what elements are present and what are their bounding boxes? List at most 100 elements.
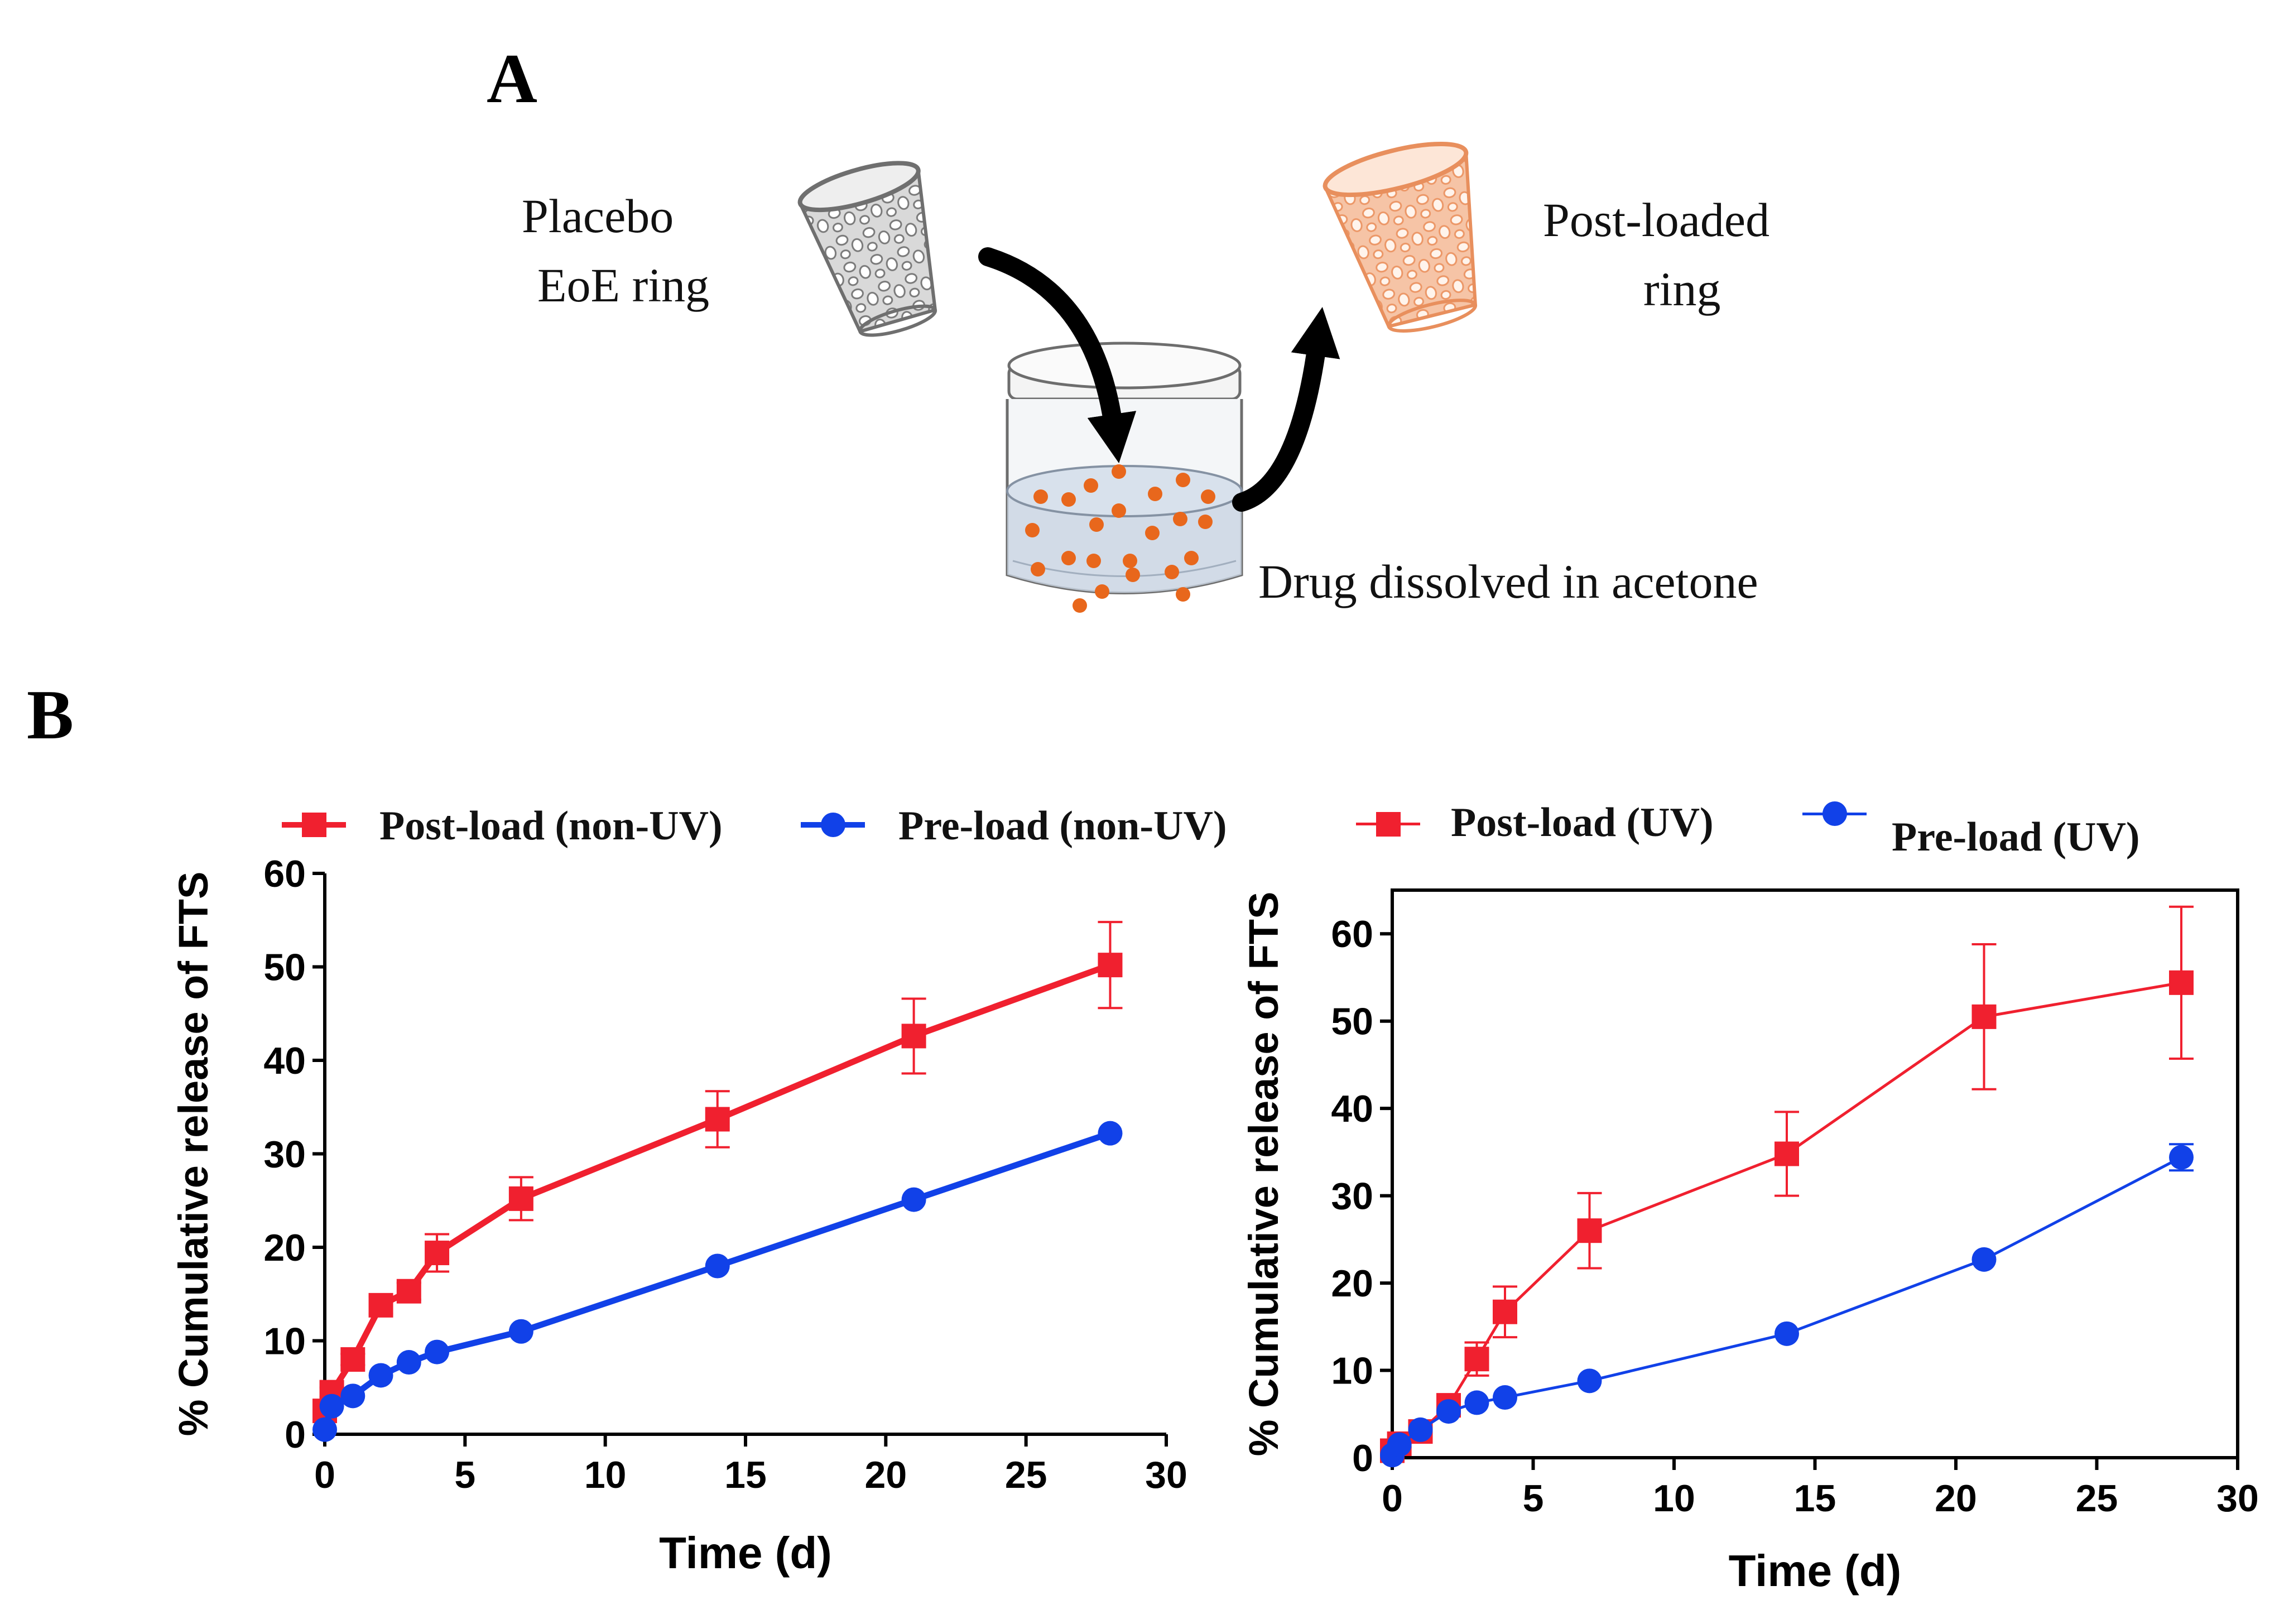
drug-dot: [1176, 473, 1190, 487]
data-point: [340, 1383, 366, 1409]
data-point: [705, 1107, 730, 1132]
x-tick-label: 30: [2216, 1477, 2259, 1520]
data-point: [396, 1279, 421, 1304]
drug-dot: [1061, 551, 1076, 565]
data-point: [1775, 1321, 1799, 1346]
y-tick-label: 0: [285, 1414, 306, 1456]
legend-right: Post-load (UV) Pre-load (UV): [1356, 797, 2249, 875]
panel-label-b: B: [27, 676, 74, 754]
drug-dot: [1176, 587, 1190, 602]
data-point: [1408, 1417, 1433, 1442]
data-point: [2169, 970, 2194, 995]
y-tick-label: 10: [263, 1320, 306, 1363]
drug-dot: [1145, 526, 1160, 540]
legend-left: Post-load (non-UV) Pre-load (non-UV): [282, 798, 1286, 854]
placebo-ring-label: Placebo EoE ring: [522, 189, 710, 312]
y-tick-label: 20: [1331, 1262, 1373, 1305]
y-tick-label: 50: [1331, 1001, 1373, 1043]
y-tick-label: 40: [263, 1040, 306, 1082]
x-tick-label: 10: [1653, 1477, 1695, 1520]
drug-dot: [1184, 551, 1199, 565]
x-tick-label: 0: [1382, 1477, 1403, 1520]
data-point: [396, 1350, 421, 1375]
data-point: [508, 1186, 533, 1211]
x-tick-label: 25: [2076, 1477, 2118, 1520]
drug-dot: [1031, 562, 1045, 576]
series-line: [321, 962, 1112, 1412]
drug-dot: [1201, 489, 1215, 504]
data-point: [705, 1253, 730, 1279]
y-axis-label: % Cumulative release of FTS: [170, 872, 217, 1436]
x-tick-label: 5: [1523, 1477, 1544, 1520]
data-point: [340, 1347, 366, 1372]
data-point: [1493, 1299, 1517, 1324]
y-tick-label: 20: [263, 1227, 306, 1269]
data-point: [1971, 1004, 1997, 1029]
x-axis-label: Time (d): [1729, 1546, 1902, 1596]
series-1: [312, 1121, 1123, 1442]
data-point: [1775, 1141, 1799, 1166]
x-tick-label: 20: [1935, 1477, 1977, 1520]
series-0: [1380, 905, 2194, 1463]
data-point: [319, 1394, 344, 1419]
post-loaded-ring-label: Post-loaded ring: [1543, 193, 1770, 316]
placebo-ring-icon: [797, 161, 937, 337]
data-point: [1493, 1385, 1517, 1410]
data-point: [425, 1339, 450, 1364]
data-point: [1387, 1432, 1412, 1457]
y-tick-label: 50: [263, 946, 306, 989]
drug-dot: [1112, 464, 1126, 479]
drug-dot: [1073, 598, 1087, 613]
data-point: [1464, 1347, 1489, 1372]
drug-dot: [1061, 492, 1076, 507]
y-tick-label: 30: [263, 1133, 306, 1176]
jar-label: Drug dissolved in acetone: [1258, 555, 1758, 608]
drug-dot: [1165, 565, 1179, 579]
data-point: [312, 1417, 337, 1442]
data-point: [901, 1024, 926, 1049]
data-point: [368, 1363, 393, 1388]
drug-dot: [1126, 568, 1140, 582]
data-point: [1577, 1368, 1602, 1394]
drug-dot: [1084, 478, 1098, 493]
drug-dot: [1086, 554, 1101, 568]
x-tick-label: 15: [724, 1454, 767, 1496]
data-point: [425, 1241, 450, 1266]
data-point: [368, 1293, 393, 1318]
y-tick-label: 30: [1331, 1175, 1373, 1218]
x-tick-label: 5: [454, 1454, 475, 1496]
y-tick-label: 10: [1331, 1350, 1373, 1392]
x-tick-label: 10: [584, 1454, 627, 1496]
drug-dot: [1173, 512, 1187, 526]
drug-dot: [1033, 489, 1048, 504]
drug-dot: [1025, 523, 1040, 537]
drug-dot: [1095, 584, 1109, 599]
y-tick-label: 40: [1331, 1088, 1373, 1130]
y-tick-label: 60: [263, 853, 306, 895]
x-tick-label: 15: [1794, 1477, 1836, 1520]
data-point: [1436, 1399, 1461, 1424]
data-point: [901, 1187, 926, 1212]
x-tick-label: 20: [865, 1454, 907, 1496]
x-tick-label: 30: [1145, 1454, 1187, 1496]
x-tick-label: 0: [314, 1454, 335, 1496]
drug-dot: [1123, 554, 1137, 568]
drug-dot: [1198, 515, 1213, 529]
data-point: [1971, 1247, 1997, 1272]
plot-frame: [1391, 888, 2239, 1459]
series-line: [1391, 981, 2182, 1452]
data-point: [1577, 1218, 1602, 1243]
jar-icon: [1006, 342, 1243, 594]
drug-dot: [1112, 503, 1126, 518]
data-point: [1464, 1390, 1489, 1415]
y-axis-label: % Cumulative release of FTS: [1240, 892, 1287, 1457]
series-line: [1391, 1156, 2182, 1456]
series-1: [1380, 1143, 2194, 1468]
data-point: [2169, 1145, 2194, 1170]
series-0: [312, 921, 1123, 1424]
data-point: [1098, 1121, 1123, 1146]
data-point: [508, 1319, 533, 1344]
drug-dot: [1148, 487, 1162, 501]
